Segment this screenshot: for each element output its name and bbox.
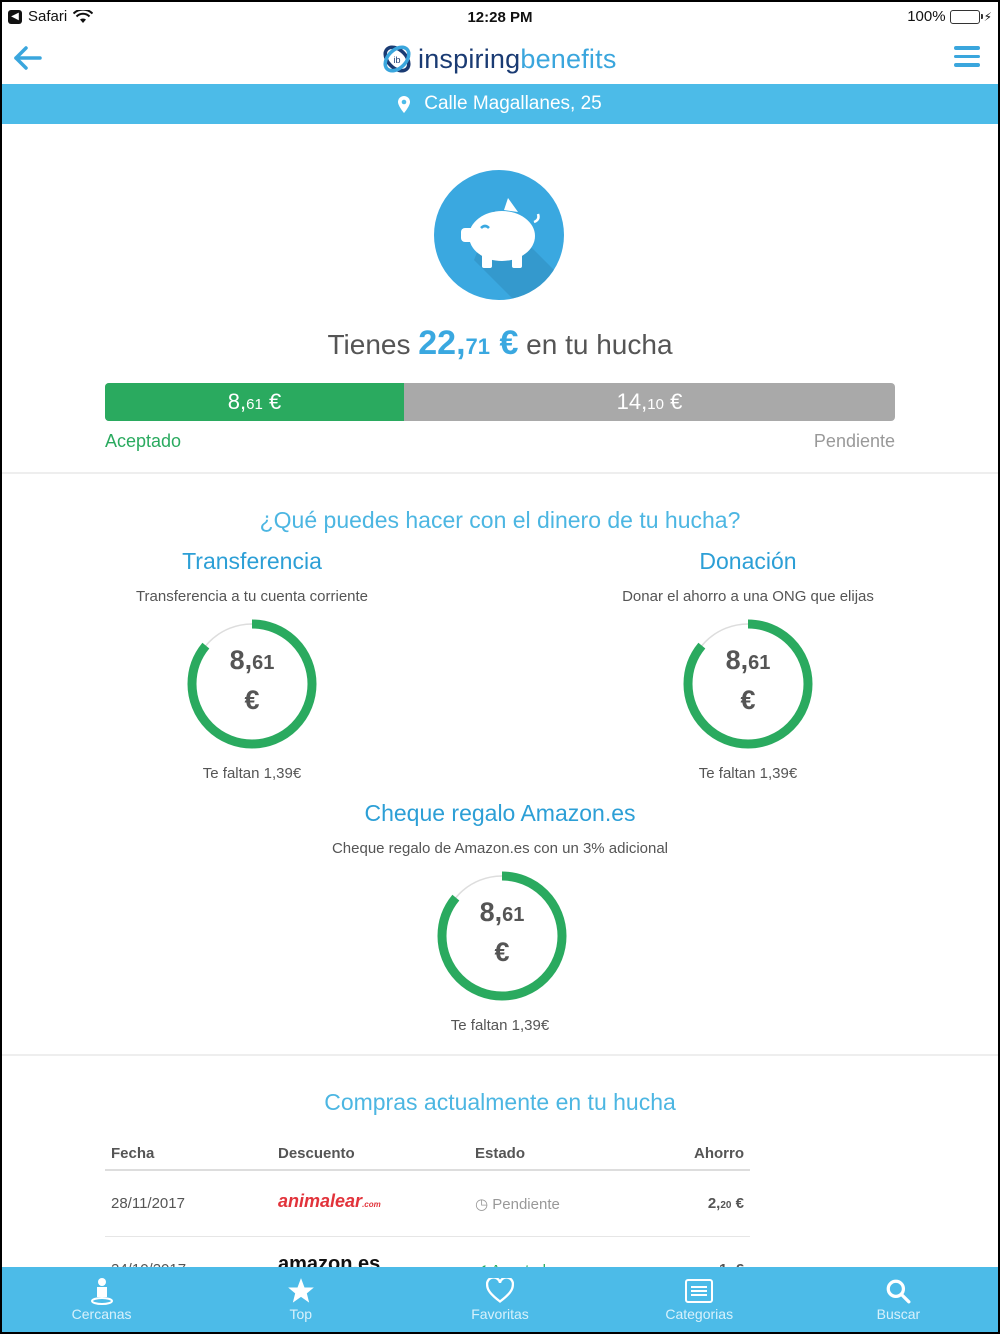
animalear-logo: animalear.com	[278, 1191, 381, 1211]
balance-headline: Tienes 22,71 € en tu hucha	[327, 324, 673, 362]
status-right: 100% ⚡	[907, 8, 992, 25]
ring-currency: €	[244, 685, 260, 715]
option-donacion-missing: Te faltan 1,39€	[698, 765, 798, 782]
status-bar: ◀ Safari 12:28 PM 100% ⚡	[2, 2, 998, 34]
section-divider	[2, 1054, 998, 1056]
ring-progress	[437, 871, 567, 1001]
ring-currency: €	[494, 937, 510, 967]
nav-bar: ib inspiringbenefits	[2, 34, 998, 84]
row-status: ◷ Pendiente	[475, 1196, 560, 1213]
accepted-label: Aceptado	[105, 431, 182, 451]
battery-icon	[949, 9, 983, 24]
star-icon	[287, 1278, 314, 1303]
accepted-segment: 8,61 €	[105, 383, 404, 421]
ring-progress	[187, 619, 317, 749]
tab-cercanas[interactable]: Cercanas	[2, 1267, 201, 1332]
ring-value: 8,61	[479, 897, 525, 927]
ring-value: 8,61	[725, 645, 771, 675]
option-donacion-subtitle: Donar el ahorro a una ONG que elijas	[622, 588, 874, 605]
back-arrow-icon[interactable]	[12, 42, 44, 74]
logo-text: inspiringbenefits	[418, 43, 617, 74]
search-icon	[887, 1279, 911, 1304]
pending-segment: 14,10 €	[616, 389, 683, 414]
brand-logo[interactable]: ib inspiringbenefits	[380, 39, 617, 79]
ring-progress	[683, 619, 813, 749]
status-time: 12:28 PM	[467, 9, 533, 26]
wifi-icon	[73, 9, 94, 23]
heart-icon	[486, 1278, 514, 1303]
option-amazon-title[interactable]: Cheque regalo Amazon.es	[364, 800, 636, 826]
status-app-name[interactable]: Safari	[28, 8, 68, 25]
status-left: ◀ Safari	[8, 8, 94, 25]
section-divider	[2, 472, 998, 474]
list-icon	[685, 1279, 714, 1303]
purchases-title: Compras actualmente en tu hucha	[324, 1089, 676, 1115]
option-amazon-missing: Te faltan 1,39€	[450, 1017, 550, 1034]
clock-icon: ◷	[475, 1196, 489, 1213]
option-amazon-ring[interactable]: 8,61 €	[435, 869, 569, 1003]
option-donacion-title[interactable]: Donación	[699, 548, 797, 574]
table-row[interactable]: 28/11/2017 animalear.com ◷ Pendiente 2,2…	[105, 1171, 750, 1237]
tab-bar: Cercanas Top Favoritas Categorias Buscar	[2, 1267, 998, 1332]
battery-percent: 100%	[907, 8, 946, 25]
table-header: Fecha Descuento Estado Ahorro	[105, 1137, 750, 1171]
ring-value: 8,61	[229, 645, 275, 675]
back-to-app-icon[interactable]: ◀	[8, 9, 22, 24]
balance-amount: 22,71 €	[418, 324, 519, 362]
balance-progress-bar: 8,61 € 14,10 €	[105, 383, 895, 421]
tab-favoritas[interactable]: Favoritas	[400, 1267, 599, 1332]
person-pin-icon	[90, 1278, 113, 1305]
ring-currency: €	[740, 685, 756, 715]
option-donacion-ring[interactable]: 8,61 €	[681, 617, 815, 751]
location-pin-icon	[398, 95, 411, 113]
row-date: 28/11/2017	[111, 1195, 185, 1212]
col-ahorro[interactable]: Ahorro	[694, 1145, 744, 1162]
address-bar[interactable]: Calle Magallanes, 25	[2, 84, 998, 124]
options-question: ¿Qué puedes hacer con el dinero de tu hu…	[259, 507, 741, 533]
logo-mark-icon: ib	[383, 45, 411, 73]
option-transferencia-missing: Te faltan 1,39€	[202, 765, 302, 782]
option-amazon-subtitle: Cheque regalo de Amazon.es con un 3% adi…	[331, 840, 669, 857]
col-fecha[interactable]: Fecha	[111, 1145, 155, 1162]
option-transferencia-subtitle: Transferencia a tu cuenta corriente	[135, 588, 369, 605]
option-transferencia-ring[interactable]: 8,61 €	[185, 617, 319, 751]
menu-icon[interactable]	[954, 46, 980, 68]
pending-label: Pendiente	[813, 431, 895, 451]
col-descuento[interactable]: Descuento	[278, 1145, 355, 1162]
charging-icon: ⚡	[983, 9, 992, 24]
col-estado[interactable]: Estado	[475, 1145, 526, 1162]
option-transferencia-title[interactable]: Transferencia	[182, 548, 322, 574]
tab-buscar[interactable]: Buscar	[799, 1267, 998, 1332]
tab-categorias[interactable]: Categorias	[600, 1267, 799, 1332]
address-text: Calle Magallanes, 25	[424, 93, 602, 114]
piggy-bank-icon	[434, 170, 564, 300]
svg-text:ib: ib	[393, 55, 400, 65]
row-saving: 2,20 €	[707, 1195, 744, 1212]
tab-top[interactable]: Top	[201, 1267, 400, 1332]
